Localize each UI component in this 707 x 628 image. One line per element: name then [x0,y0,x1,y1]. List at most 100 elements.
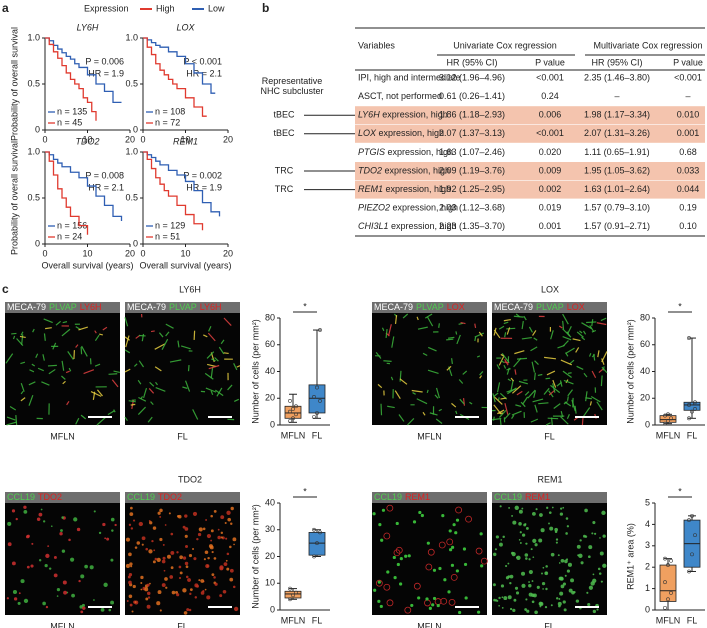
vessel [543,387,550,395]
table-cell: 0.68 [679,147,697,157]
n-label: n = 51 [155,231,180,241]
cell [132,584,136,589]
data-point [312,415,316,419]
vessel [504,403,509,415]
vessel [21,334,24,345]
vessel [9,405,17,411]
cell [538,538,543,543]
vessel [83,369,95,375]
vessel [500,397,507,400]
annotation: HR = 1.9 [186,182,222,192]
cell [514,505,519,510]
cell [185,575,189,579]
y-tick-label: 60 [265,339,275,349]
vessel [169,359,182,363]
gene-name: LY6H [358,110,380,120]
stain-label: CCL19 TDO2 [7,492,62,502]
cell [508,507,511,509]
vessel [516,357,528,360]
cell [80,610,84,614]
data-point [291,416,295,421]
box [659,564,677,602]
cell [592,573,595,576]
vessel [448,336,455,339]
vessel [66,400,70,406]
cell [128,552,132,557]
cell [152,560,156,564]
annotation: HR = 2.1 [88,182,124,192]
vessel [576,365,584,370]
chart-title: LY6H [77,22,99,32]
stain: LOX [567,302,585,312]
row-group: tBEC [273,128,295,138]
cell [507,595,512,600]
cell [539,605,542,608]
cell [226,510,231,515]
data-point [315,385,319,390]
cell [62,580,67,585]
cell [170,566,174,570]
vessel [498,325,505,330]
cell [162,556,166,560]
micrograph [125,492,240,615]
cell [592,578,597,583]
cell [80,574,85,579]
cell [176,514,180,518]
vessel [583,372,588,378]
cell [548,511,552,514]
cell [110,558,114,562]
cell [450,563,455,567]
vessel [522,396,529,405]
y-axis-label: Number of cells (per mm²) [250,504,260,609]
vessel [150,401,154,406]
vessel [582,330,587,335]
cell [71,593,75,598]
vessel [62,380,66,385]
gene-name: CHI3L1 [358,221,389,231]
cell [393,549,401,557]
cell [213,509,217,513]
cell [102,522,106,527]
vessel [41,381,50,386]
image-caption: MFLN [50,621,75,628]
vessel [113,370,120,374]
vessel [537,373,543,377]
gene-name: PIEZO2 [358,203,390,213]
cell [551,506,554,509]
subpanel-title: TDO2 [178,474,202,484]
cell [164,524,167,526]
cell [511,552,516,557]
vessel [511,385,522,394]
cell [525,527,529,530]
vessel [567,389,573,397]
cell [562,600,566,604]
stain-bar [125,492,240,503]
data-point [693,407,697,411]
cell [451,545,455,549]
variable: expression, high [386,184,452,194]
stain-label: CCL19 REM1 [494,492,550,502]
cell [524,608,528,611]
cell [438,541,446,549]
cell [521,583,526,588]
cell [530,548,533,551]
data-point [687,518,691,523]
cell [544,606,548,609]
cell [12,589,18,595]
cell [528,581,530,583]
x-tick-label: FL [312,430,323,440]
vessel [150,330,155,333]
cell [548,522,550,525]
x-tick-label: MFLN [656,430,681,440]
cell [404,606,412,614]
vessel [558,325,563,329]
stain: TDO2 [38,492,62,502]
cell [458,610,462,615]
data-point [666,419,670,423]
cell [519,541,522,544]
table-cell: 0.61 (0.26–1.41) [439,91,505,101]
vessel [154,366,162,372]
cell [532,538,537,543]
vessel [562,320,565,330]
vessel [496,382,501,393]
